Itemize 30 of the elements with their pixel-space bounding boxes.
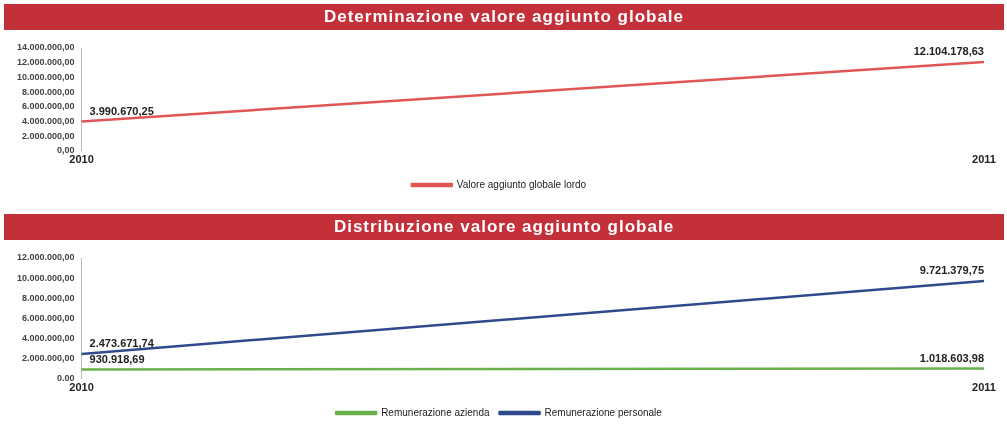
y-tick-label: 2.000.000,00	[21, 130, 75, 141]
chart-title: Distribuzione valore aggiunto globale	[4, 214, 1004, 240]
y-tick-label: 14.000.000,00	[16, 42, 75, 53]
y-tick-label: 12.000.000,00	[16, 57, 75, 68]
y-tick-label: 12.000.000,00	[16, 252, 75, 263]
y-tick-label: 6.000.000,00	[21, 312, 75, 323]
data-label: 12.104.178,63	[913, 45, 984, 58]
y-tick-label: 0.00	[57, 373, 75, 384]
legend-label: Remunerazione azienda	[381, 406, 490, 418]
legend-label: Valore aggiunto globale lordo	[456, 178, 587, 190]
y-tick-label: 8.000.000,00	[21, 292, 75, 303]
chart-title: Determinazione valore aggiunto globale	[4, 4, 1004, 30]
y-tick-label: 8.000.000,00	[21, 86, 75, 97]
data-label: 9.721.379,75	[919, 264, 984, 277]
data-label: 3.990.670,25	[89, 105, 154, 118]
y-tick-label: 6.000.000,00	[21, 101, 75, 112]
y-tick-label: 10.000.000,00	[16, 272, 75, 283]
x-tick-label: 2011	[972, 381, 996, 394]
y-tick-label: 2.000.000,00	[21, 353, 75, 364]
legend-label: Remunerazione personale	[544, 406, 663, 418]
x-tick-label: 2010	[69, 381, 94, 394]
data-label: 2.473.671,74	[89, 337, 155, 350]
y-tick-label: 4.000.000,00	[21, 115, 75, 126]
data-label: 930.918,69	[89, 352, 145, 365]
y-tick-label: 4.000.000,00	[21, 333, 75, 344]
y-tick-label: 0,00	[57, 145, 75, 156]
data-label: 1.018.603,98	[919, 352, 984, 365]
y-tick-label: 10.000.000,00	[16, 71, 75, 82]
x-tick-label: 2011	[972, 153, 996, 166]
x-tick-label: 2010	[69, 153, 94, 166]
